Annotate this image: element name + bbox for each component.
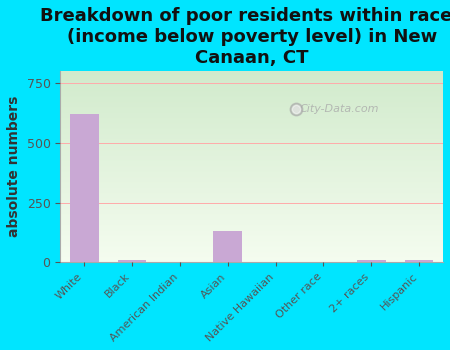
Y-axis label: absolute numbers: absolute numbers [7,96,21,237]
Bar [213,231,242,262]
Title: Breakdown of poor residents within races
(income below poverty level) in New
Can: Breakdown of poor residents within races… [40,7,450,66]
Text: City-Data.com: City-Data.com [300,104,379,114]
Bar [70,114,99,262]
Bar [357,260,386,262]
Bar [117,260,146,262]
Bar [405,260,433,262]
